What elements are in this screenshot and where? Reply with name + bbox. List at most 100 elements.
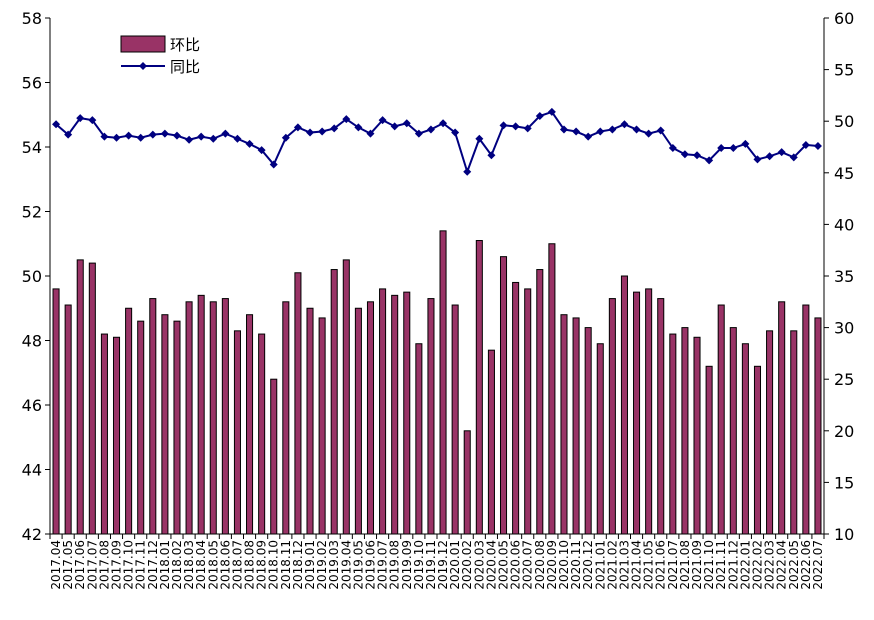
- legend-label-line: 同比: [170, 58, 200, 76]
- x-tick-label: 2022.02: [750, 540, 764, 590]
- line-point-2021.04: [632, 125, 641, 134]
- line-point-2021.05: [644, 129, 653, 138]
- bar-2020.07: [524, 288, 532, 535]
- line-point-2022.03: [765, 152, 774, 161]
- right-tick-label: 45: [834, 164, 854, 183]
- line-point-2022.04: [777, 148, 786, 157]
- line-point-2018.01: [160, 129, 169, 138]
- x-tick-label: 2020.08: [533, 540, 547, 590]
- x-tick-label: 2022.06: [799, 540, 813, 590]
- bar-2021.03: [620, 275, 628, 535]
- bar-2019.06: [366, 301, 375, 535]
- bar-2019.10: [415, 343, 423, 535]
- bar-2021.10: [705, 365, 713, 535]
- bar-2019.02: [318, 317, 326, 535]
- line-layer: [52, 107, 822, 176]
- x-tick-label: 2018.03: [182, 540, 196, 590]
- line-point-2020.06: [511, 122, 520, 131]
- x-tick-label: 2022.05: [787, 540, 801, 590]
- bar-2021.01: [596, 343, 604, 535]
- left-tick-label: 48: [22, 332, 42, 351]
- bar-2018.04: [197, 294, 205, 535]
- line-point-2017.07: [88, 116, 97, 125]
- x-tick-label: 2018.12: [291, 540, 305, 590]
- x-tick-label: 2021.03: [617, 540, 631, 590]
- left-tick-label: 50: [22, 267, 42, 286]
- line-point-2020.01: [451, 128, 460, 137]
- line-point-2019.12: [439, 119, 448, 128]
- line-point-2017.05: [64, 130, 73, 139]
- right-tick-label: 15: [834, 473, 854, 492]
- bar-2020.11: [572, 317, 580, 535]
- bar-2019.08: [391, 294, 399, 535]
- right-tick-label: 25: [834, 370, 854, 389]
- line-point-2019.03: [330, 124, 339, 133]
- bars-layer: [52, 230, 822, 535]
- bar-2022.07: [814, 317, 822, 535]
- x-tick-label: 2018.10: [267, 540, 281, 590]
- bar-2017.10: [125, 307, 133, 535]
- bar-2022.02: [753, 365, 762, 535]
- line-point-2020.05: [499, 121, 508, 130]
- x-tick-label: 2021.11: [714, 540, 728, 590]
- line-point-2022.06: [801, 140, 810, 149]
- bar-2018.06: [221, 298, 229, 535]
- x-tick-label: 2018.07: [230, 540, 244, 590]
- x-tick-label: 2020.10: [557, 540, 571, 590]
- x-tick-label: 2017.08: [97, 540, 111, 590]
- line-point-2022.01: [741, 139, 750, 148]
- bar-2017.11: [137, 320, 145, 535]
- x-tick-label: 2020.04: [484, 540, 498, 590]
- bar-2019.03: [330, 269, 338, 535]
- x-tick-label: 2017.07: [85, 540, 99, 590]
- right-tick-label: 10: [834, 525, 854, 544]
- line-point-2018.10: [269, 160, 278, 169]
- bar-2019.04: [342, 259, 350, 535]
- x-tick-label: 2020.11: [569, 540, 583, 590]
- x-tick-label: 2022.01: [738, 540, 752, 590]
- x-tick-label: 2021.06: [654, 540, 668, 590]
- line-point-2020.07: [523, 124, 532, 133]
- legend-label-bar: 环比: [170, 36, 200, 54]
- line-point-2020.04: [487, 151, 496, 160]
- left-tick-label: 42: [22, 525, 42, 544]
- bar-2020.10: [560, 314, 568, 535]
- x-tick-label: 2019.12: [436, 540, 450, 590]
- x-tick-label: 2022.07: [811, 540, 825, 590]
- line-point-2017.06: [76, 114, 85, 123]
- bar-2021.06: [657, 298, 665, 535]
- bar-2020.06: [512, 281, 520, 535]
- bar-2017.07: [88, 262, 96, 535]
- x-tick-label: 2020.05: [497, 540, 511, 590]
- line-point-2017.09: [112, 133, 121, 142]
- line-point-2017.12: [148, 130, 157, 139]
- axes-layer: 42 44 46 48 50 52 54 56 58 10 15 20 25 30 35 40 45 50 55 60…: [22, 9, 855, 590]
- x-tick-label: 2017.06: [73, 540, 87, 590]
- line-point-2018.02: [172, 131, 181, 140]
- line-point-2022.02: [753, 155, 762, 164]
- x-tick-label: 2019.07: [376, 540, 390, 590]
- x-tick-label: 2017.12: [146, 540, 160, 590]
- line-point-2017.04: [52, 120, 61, 129]
- bar-2020.04: [487, 349, 495, 535]
- line-point-2020.12: [584, 132, 593, 141]
- bar-2020.12: [584, 327, 592, 535]
- x-tick-label: 2021.09: [690, 540, 704, 590]
- line-point-2021.09: [693, 151, 702, 160]
- x-tick-label: 2019.04: [339, 540, 353, 590]
- right-tick-label: 20: [834, 422, 854, 441]
- x-tick-label: 2019.11: [424, 540, 438, 590]
- bar-2019.01: [306, 307, 314, 535]
- line-point-2021.06: [656, 126, 665, 135]
- line-point-2019.01: [306, 128, 315, 137]
- line-point-2021.08: [680, 150, 689, 159]
- line-point-2020.08: [535, 112, 544, 121]
- x-tick-label: 2017.11: [134, 540, 148, 590]
- line-point-2021.01: [596, 127, 605, 136]
- x-tick-label: 2020.01: [448, 540, 462, 590]
- bar-2019.11: [427, 298, 435, 535]
- x-tick-label: 2018.02: [170, 540, 184, 590]
- legend-marker-symbol: [139, 62, 147, 70]
- left-tick-label: 56: [22, 74, 42, 93]
